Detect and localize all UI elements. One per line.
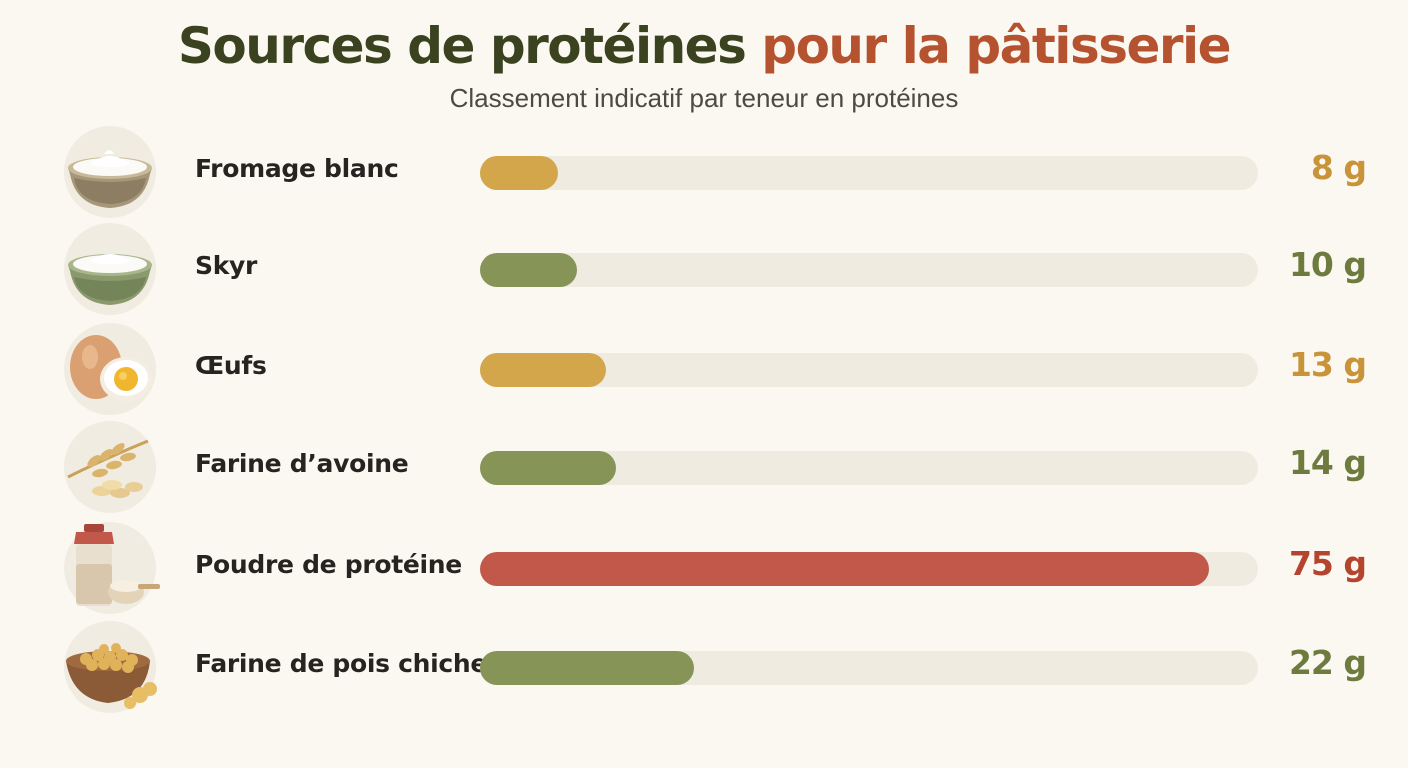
bar-fill — [480, 651, 694, 685]
bar-label: Poudre de protéine — [195, 550, 462, 579]
bar-label: Fromage blanc — [195, 154, 399, 183]
bar-fill — [480, 552, 1210, 586]
bar-label: Farine d’avoine — [195, 449, 409, 478]
fromage-blanc-bowl-icon — [54, 124, 166, 220]
bar-row: Skyr 10 g — [0, 221, 1408, 317]
chickpea-bowl-icon — [54, 619, 166, 715]
chart-title-part1: Sources de protéines — [177, 17, 747, 75]
bar-label: Skyr — [195, 251, 258, 280]
skyr-bowl-icon — [54, 221, 166, 317]
oat-icon — [54, 419, 166, 515]
bar-fill — [480, 353, 607, 387]
bar-row: Farine de pois chiche 22 g — [0, 619, 1408, 715]
bar-row: Poudre de protéine 75 g — [0, 520, 1408, 616]
bar-row: Farine d’avoine 14 g — [0, 419, 1408, 515]
bar-value-label: 13 g — [1288, 345, 1367, 384]
bar-row: Fromage blanc 8 g — [0, 124, 1408, 220]
chart-title-part2: pour la pâtisserie — [761, 17, 1231, 75]
bar-track — [480, 156, 1258, 190]
bar-track — [480, 651, 1258, 685]
bar-value-label: 10 g — [1288, 245, 1367, 284]
bar-fill — [480, 253, 578, 287]
bar-track — [480, 353, 1258, 387]
bar-label: Farine de pois chiche — [195, 649, 488, 678]
bar-row: Œufs 13 g — [0, 321, 1408, 417]
bar-value-label: 8 g — [1310, 148, 1367, 187]
bar-track — [480, 451, 1258, 485]
bar-value-label: 22 g — [1288, 643, 1367, 682]
bar-value-label: 75 g — [1288, 544, 1367, 583]
eggs-icon — [54, 321, 166, 417]
bar-track — [480, 253, 1258, 287]
bar-fill — [480, 451, 617, 485]
bar-track — [480, 552, 1258, 586]
bar-fill — [480, 156, 558, 190]
chart-title: Sources de protéines pour la pâtisserie — [0, 14, 1408, 78]
bar-label: Œufs — [195, 351, 267, 380]
chart-subtitle: Classement indicatif par teneur en proté… — [449, 83, 959, 113]
protein-powder-icon — [54, 520, 166, 616]
bar-value-label: 14 g — [1288, 443, 1367, 482]
